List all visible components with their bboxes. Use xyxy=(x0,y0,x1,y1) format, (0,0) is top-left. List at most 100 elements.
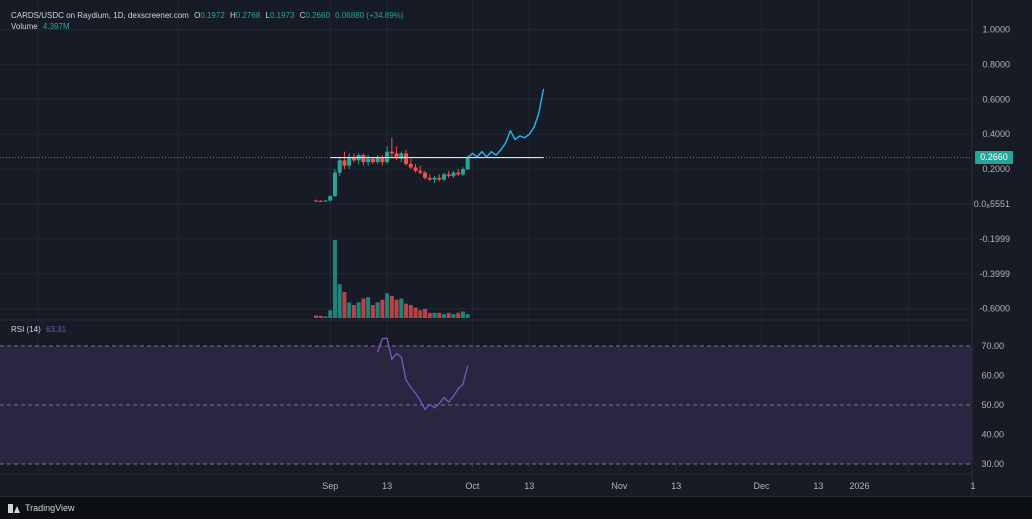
price-axis-label: 1.0000 xyxy=(982,25,1010,35)
time-axis-label: 13 xyxy=(524,481,534,491)
time-axis-label: 13 xyxy=(671,481,681,491)
candle-body[interactable] xyxy=(456,172,461,175)
candle-body[interactable] xyxy=(323,200,328,202)
candle-body[interactable] xyxy=(375,156,380,163)
volume-bar xyxy=(332,240,337,318)
candle-body[interactable] xyxy=(366,158,371,163)
tradingview-logo-icon xyxy=(8,503,21,513)
candle-body[interactable] xyxy=(404,153,409,164)
candle-body[interactable] xyxy=(385,151,390,163)
projection-path[interactable] xyxy=(467,88,545,159)
volume-bar xyxy=(399,298,404,318)
rsi-axis-label: 50.00 xyxy=(981,400,1004,410)
candle-body[interactable] xyxy=(332,172,337,197)
volume-bar xyxy=(451,314,456,318)
volume-bar xyxy=(437,312,442,318)
volume-bar xyxy=(323,316,328,318)
chart-legend: CARDS/USDC on Raydium, 1D, dexscreener.c… xyxy=(11,10,403,32)
price-axis: 1.0000 0.8000 0.6000 0.4000 0.2000 0.0₈5551 -0… xyxy=(974,25,1010,470)
candle-body[interactable] xyxy=(351,156,356,161)
volume-bar xyxy=(380,299,385,318)
volume-bar xyxy=(337,284,342,318)
price-axis-label: 0.2000 xyxy=(982,164,1010,174)
time-axis-label: Sep xyxy=(322,481,338,491)
time-axis-label: 1 xyxy=(970,481,975,491)
volume-bar xyxy=(375,302,380,318)
close-value: 0.2660 xyxy=(305,11,330,20)
volume-bar xyxy=(342,292,347,318)
candle-body[interactable] xyxy=(451,172,456,177)
time-axis-label: Nov xyxy=(611,481,628,491)
volume-bar xyxy=(347,302,352,318)
volume-value: 4.397M xyxy=(42,22,70,31)
volume-bars xyxy=(314,240,470,318)
candle-body[interactable] xyxy=(370,158,375,163)
volume-label: Volume xyxy=(11,22,38,31)
candle-body[interactable] xyxy=(423,172,428,178)
volume-bar xyxy=(432,312,437,318)
low-label: L xyxy=(265,11,270,20)
footer-bar: TradingView xyxy=(0,496,1032,519)
volume-bar xyxy=(427,312,432,318)
candle-body[interactable] xyxy=(318,200,323,202)
volume-bar xyxy=(351,305,356,318)
candle-body[interactable] xyxy=(361,155,366,163)
candle-body[interactable] xyxy=(380,156,385,163)
volume-bar xyxy=(465,314,470,318)
candle-body[interactable] xyxy=(460,169,465,175)
candle-body[interactable] xyxy=(399,153,404,159)
pair-title: CARDS/USDC on Raydium, 1D, dexscreener.c… xyxy=(11,11,189,20)
rsi-line xyxy=(377,337,469,411)
rsi-label: RSI (14) xyxy=(11,325,41,334)
candle-body[interactable] xyxy=(337,160,342,173)
volume-bar xyxy=(456,312,461,318)
candlestick-series xyxy=(314,137,470,202)
rsi-legend: RSI (14) 63.31 xyxy=(11,325,66,334)
volume-bar xyxy=(385,293,390,318)
close-label: C xyxy=(299,11,306,20)
candle-body[interactable] xyxy=(328,196,333,201)
time-axis-label: 13 xyxy=(382,481,392,491)
tradingview-brand[interactable]: TradingView xyxy=(8,503,75,513)
volume-bar xyxy=(361,298,366,318)
volume-bar xyxy=(423,308,428,318)
volume-bar xyxy=(356,302,361,318)
candle-body[interactable] xyxy=(418,170,423,173)
volume-bar xyxy=(408,305,413,318)
volume-bar xyxy=(314,315,318,318)
price-overlays xyxy=(0,88,972,159)
rsi-axis-label: 40.00 xyxy=(981,430,1004,440)
time-axis: Sep 13 Oct 13 Nov 13 Dec 13 2026 1 xyxy=(322,481,975,491)
candle-body[interactable] xyxy=(427,177,432,180)
rsi-axis-label: 30.00 xyxy=(981,459,1004,469)
price-axis-label: -0.3999 xyxy=(979,269,1010,279)
candle-body[interactable] xyxy=(389,151,394,154)
volume-bar xyxy=(441,314,446,318)
volume-bar xyxy=(328,310,333,318)
candle-body[interactable] xyxy=(437,177,442,180)
volume-bar xyxy=(389,295,394,318)
volume-bar xyxy=(394,299,399,318)
brand-text: TradingView xyxy=(25,503,75,513)
price-axis-label: -0.6000 xyxy=(979,304,1010,314)
candle-body[interactable] xyxy=(446,174,451,177)
candle-body[interactable] xyxy=(347,156,352,166)
open-value: 0.1972 xyxy=(200,11,225,20)
change-value: 0.06880 (+34.89%) xyxy=(335,11,404,20)
candle-body[interactable] xyxy=(413,167,418,171)
chart-canvas[interactable]: 1.0000 0.8000 0.6000 0.4000 0.2000 0.0₈5551 -0… xyxy=(0,0,1032,496)
candle-body[interactable] xyxy=(394,153,399,159)
candle-body[interactable] xyxy=(314,200,318,202)
time-axis-label: 2026 xyxy=(849,481,869,491)
candle-body[interactable] xyxy=(342,160,347,166)
candle-body[interactable] xyxy=(432,177,437,180)
high-value: 0.2768 xyxy=(235,11,261,20)
candle-body[interactable] xyxy=(441,174,446,180)
current-price-tag: 0.2660 xyxy=(975,151,1013,164)
candle-body[interactable] xyxy=(408,163,413,168)
price-axis-label: 0.0₈5551 xyxy=(974,199,1010,209)
volume-bar xyxy=(446,312,451,318)
price-axis-label: -0.1999 xyxy=(979,234,1010,244)
candle-body[interactable] xyxy=(465,157,470,170)
